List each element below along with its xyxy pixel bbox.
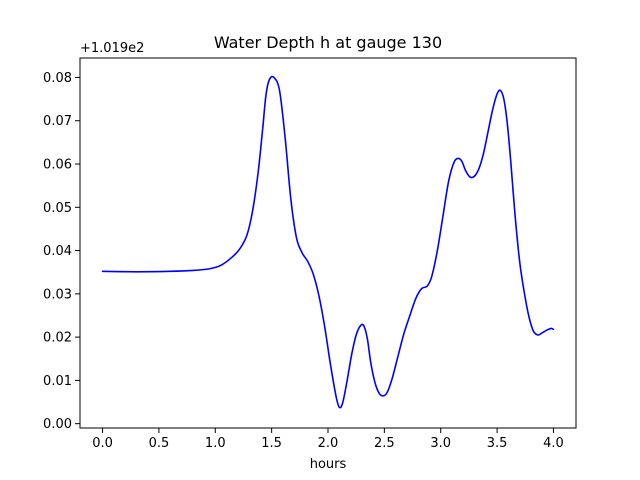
y-tick-label: 0.08	[43, 71, 72, 86]
x-tick-label: 3.5	[487, 436, 508, 451]
plot-area: 0.0 0.5 1.0 1.5 2.0 2.5 3.0 3.5 4.0 0.00 0.01 0.02…	[43, 57, 577, 451]
chart-title: Water Depth h at gauge 130	[214, 33, 442, 52]
y-tick-label: 0.03	[43, 287, 72, 302]
x-tick-label: 3.0	[430, 436, 451, 451]
x-tick-label: 2.0	[318, 436, 339, 451]
x-tick-label: 0.0	[92, 436, 113, 451]
y-tick-label: 0.02	[43, 331, 72, 346]
x-tick-label: 1.0	[205, 436, 226, 451]
x-tick-label: 4.0	[543, 436, 564, 451]
y-axis-ticks: 0.00 0.01 0.02 0.03 0.04 0.05 0.06 0.07 0.08	[43, 71, 80, 432]
series-line-water-depth	[101, 75, 555, 409]
x-tick-label: 2.5	[374, 436, 395, 451]
x-tick-label: 1.5	[261, 436, 282, 451]
x-axis-ticks: 0.0 0.5 1.0 1.5 2.0 2.5 3.0 3.5 4.0	[92, 428, 564, 451]
y-tick-label: 0.01	[43, 374, 72, 389]
x-axis-label: hours	[310, 457, 347, 472]
x-tick-label: 0.5	[149, 436, 170, 451]
y-tick-label: 0.07	[43, 114, 72, 129]
y-tick-label: 0.00	[43, 417, 72, 432]
y-tick-label: 0.06	[43, 158, 72, 173]
y-offset-label: +1.019e2	[80, 41, 144, 56]
y-tick-label: 0.05	[43, 201, 72, 216]
y-tick-label: 0.04	[43, 244, 72, 259]
